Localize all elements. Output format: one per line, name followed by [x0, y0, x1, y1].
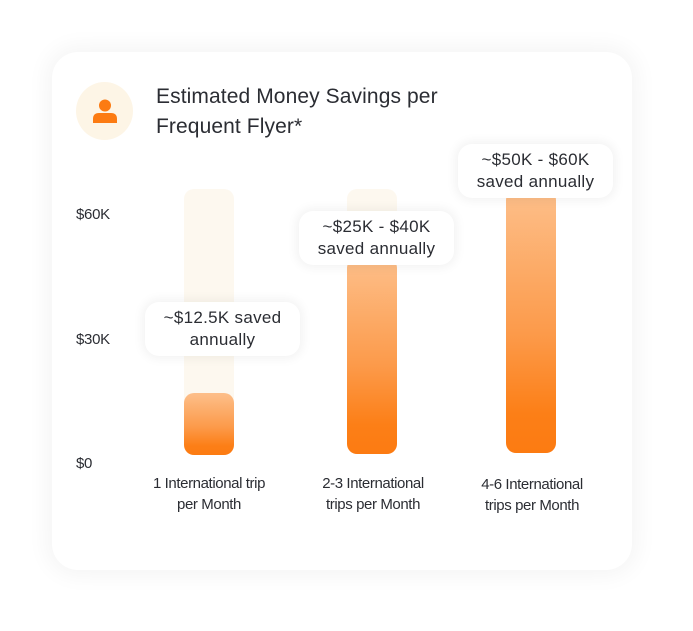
y-tick-0: $0: [76, 455, 93, 472]
bar-3-annotation-line1: ~$50K - $60K: [481, 150, 590, 169]
x-label-3-line1: 4-6 International: [481, 476, 583, 493]
x-label-2: 2-3 International trips per Month: [288, 473, 458, 515]
y-tick-30k: $30K: [76, 331, 110, 348]
bar-3-annotation: ~$50K - $60K saved annually: [458, 144, 613, 198]
x-label-3-line2: trips per Month: [484, 497, 580, 514]
bar-1: [184, 393, 234, 455]
bar-3-annotation-line2: saved annually: [476, 172, 595, 191]
chart-title: Estimated Money Savings per Frequent Fly…: [156, 82, 516, 142]
bar-3: [506, 190, 556, 453]
y-tick-60k: $60K: [76, 206, 110, 223]
bar-2-annotation-line1: ~$25K - $40K: [322, 217, 431, 236]
x-label-2-line1: 2-3 International: [322, 475, 424, 492]
bar-2: [347, 258, 397, 454]
bar-1-annotation-line1: ~$12.5K saved: [163, 308, 282, 327]
bar-1-annotation: ~$12.5K saved annually: [145, 302, 300, 356]
avatar: [76, 82, 133, 140]
chart-title-line1: Estimated Money Savings per: [156, 85, 438, 108]
bar-track-1: [184, 189, 234, 409]
x-label-1-line2: per Month: [177, 496, 241, 513]
x-label-2-line2: trips per Month: [325, 496, 421, 513]
bar-1-annotation-line2: annually: [189, 330, 256, 349]
bar-2-annotation: ~$25K - $40K saved annually: [299, 211, 454, 265]
x-label-3: 4-6 International trips per Month: [447, 474, 617, 516]
user-icon: [92, 99, 117, 123]
bar-2-annotation-line2: saved annually: [317, 239, 436, 258]
x-label-1: 1 International trip per Month: [124, 473, 294, 515]
x-label-1-line1: 1 International trip: [152, 475, 266, 492]
chart-title-line2: Frequent Flyer*: [156, 115, 303, 138]
